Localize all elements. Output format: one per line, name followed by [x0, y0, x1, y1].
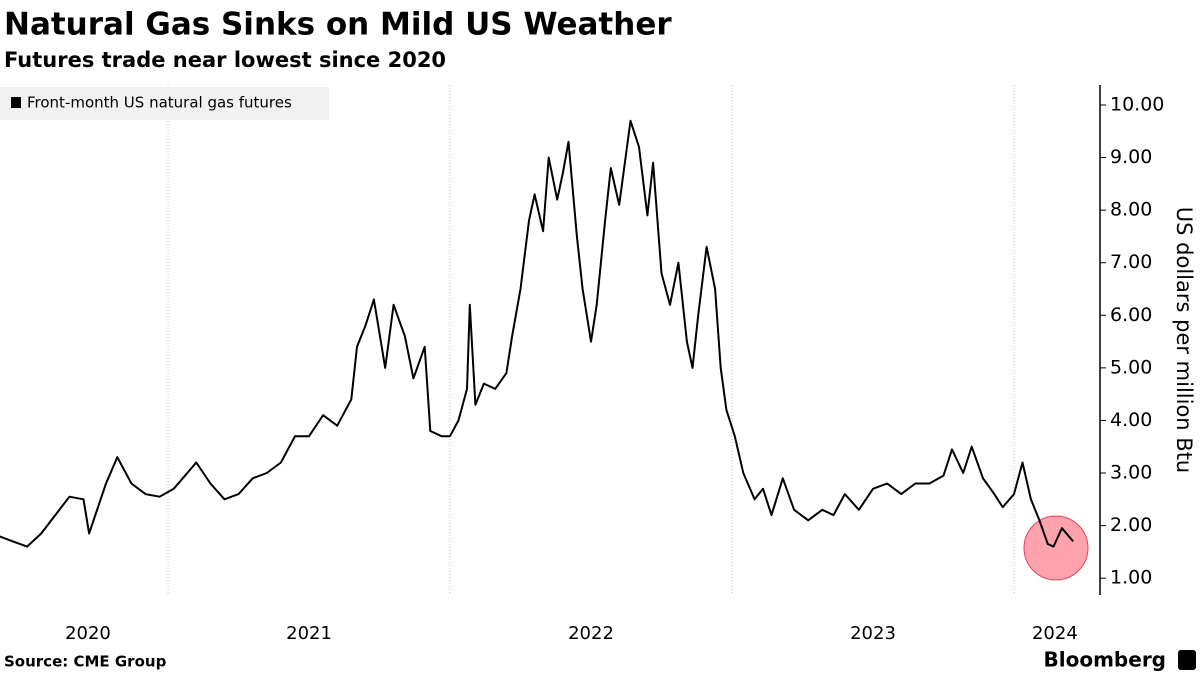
legend-box — [0, 87, 329, 120]
source: Source: CME Group — [4, 653, 167, 671]
y-tick-label: 1.00 — [1110, 567, 1152, 589]
x-tick-label: 2022 — [568, 623, 614, 644]
brand-icon — [1178, 650, 1196, 670]
y-tick-label: 2.00 — [1110, 514, 1152, 536]
brand: Bloomberg — [1044, 648, 1166, 672]
series-line — [0, 119, 1074, 548]
y-tick-label: 3.00 — [1110, 462, 1152, 484]
chart-subtitle: Futures trade near lowest since 2020 — [4, 48, 446, 72]
y-tick-label: 6.00 — [1110, 304, 1152, 326]
y-tick-label: 7.00 — [1110, 251, 1152, 273]
y-tick-label: 10.00 — [1110, 93, 1164, 115]
x-tick-label: 2020 — [65, 623, 111, 644]
y-tick-label: 8.00 — [1110, 199, 1152, 221]
x-tick-label: 2021 — [286, 623, 332, 644]
legend-label: Front-month US natural gas futures — [27, 94, 292, 112]
y-tick-label: 9.00 — [1110, 146, 1152, 168]
x-tick-label: 2024 — [1032, 623, 1078, 644]
y-axis-label: US dollars per million Btu — [1172, 207, 1196, 473]
y-tick-label: 5.00 — [1110, 356, 1152, 378]
legend-swatch — [11, 97, 21, 108]
y-tick-label: 4.00 — [1110, 409, 1152, 431]
highlight-circle — [1023, 515, 1089, 581]
x-tick-label: 2023 — [850, 623, 896, 644]
chart-title: Natural Gas Sinks on Mild US Weather — [4, 7, 672, 43]
